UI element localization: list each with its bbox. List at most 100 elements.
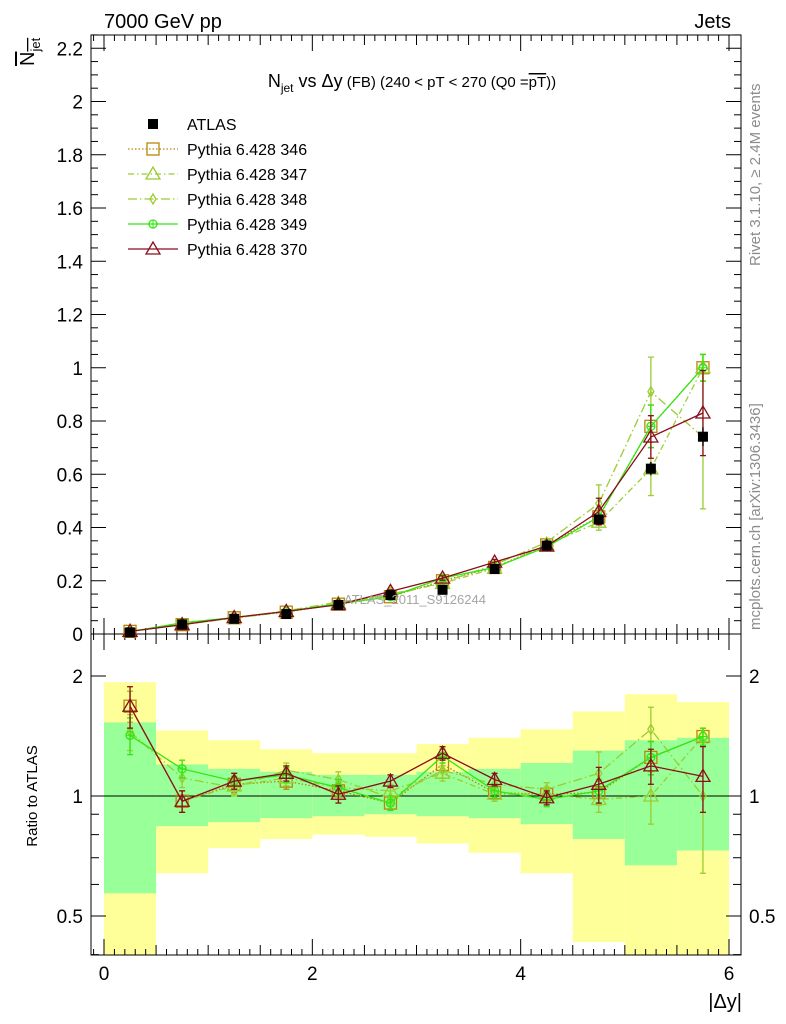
main-panel-frame: 0 0.2 0.4 0.6 0.8 1 1.2 1.4 1.6 1.8 2 2.2 — [57, 34, 742, 646]
main-series-4-marker-10 — [642, 428, 660, 443]
plot-title: Njet vs Δy (FB) (240 < pT < 270 (Q0 =pT)… — [268, 71, 556, 95]
ylabel-sub: jet — [28, 37, 43, 52]
atlas-point-4 — [333, 599, 344, 610]
ratio-series-4-marker-0 — [121, 697, 139, 712]
ratio-series-4-marker-6 — [434, 744, 451, 759]
ratio-series-4-marker-5 — [382, 772, 399, 787]
ratio-series-3-marker-0 — [125, 730, 135, 740]
x-tick-label-2: 4 — [515, 964, 526, 985]
ratio-series-3-marker-1 — [177, 764, 187, 774]
ratio-ytick-label-right-1: 1 — [749, 787, 760, 808]
ratio-series-4-marker-3 — [278, 765, 295, 779]
main-ytick-label-11: 2.2 — [57, 39, 83, 60]
main-series-4-line — [129, 412, 704, 632]
title-n: N — [268, 71, 281, 91]
ratio-frame — [90, 633, 742, 956]
atlas-point-3 — [281, 609, 292, 620]
ratio-series-2-line — [129, 728, 704, 799]
legend-marker-4 — [144, 240, 162, 255]
ratio-series-4-line — [129, 705, 704, 803]
title-overline: pT — [529, 74, 547, 91]
header-process: Jets — [694, 11, 731, 33]
title-n-sub: jet — [280, 81, 294, 95]
x-axis-label: |Δy| — [708, 991, 742, 1013]
title-fb: (FB) — [343, 74, 376, 91]
atlas-point-9 — [593, 514, 604, 525]
ratio-series-4-marker-8 — [538, 789, 555, 804]
ratio-ytick-label-right-2: 2 — [749, 667, 760, 688]
legend-label-3: Pythia 6.428 349 — [187, 217, 307, 234]
ratio-series-3-marker-11 — [698, 731, 708, 742]
title-close: )) — [546, 74, 556, 91]
ratio-series-2-marker-6 — [438, 764, 447, 777]
header-energy: 7000 GeV pp — [104, 11, 222, 33]
ratio-panel-series — [121, 686, 712, 874]
atlas-point-10 — [645, 463, 656, 474]
legend-label-4: Pythia 6.428 370 — [187, 242, 307, 259]
legend-marker-0 — [146, 142, 160, 156]
main-ytick-label-6: 1.2 — [57, 306, 83, 327]
ratio-ytick-label-left-0: 0.5 — [57, 907, 83, 928]
atlas-point-11 — [697, 431, 708, 442]
ratio-series-1-marker-9 — [590, 791, 607, 806]
ratio-y-axis-label: Ratio to ATLAS — [24, 745, 41, 846]
ratio-series-4-marker-4 — [330, 785, 347, 800]
ratio-series-3-marker-7 — [489, 786, 500, 796]
main-y-axis-label: Njet — [17, 37, 43, 66]
x-tick-label-0: 0 — [99, 964, 110, 985]
main-ytick-label-0: 0 — [72, 625, 83, 646]
ratio-series-4-marker-2 — [226, 772, 243, 787]
main-ytick-label-8: 1.6 — [57, 199, 83, 220]
legend: ATLAS Pythia 6.428 346 Pythia 6.428 347 Pyt… — [128, 117, 307, 259]
title-y: y — [334, 71, 343, 91]
mcplots-label: mcplots.cern.ch [arXiv:1306.3436] — [747, 403, 764, 630]
atlas-point-7 — [489, 564, 500, 575]
main-ytick-label-9: 1.8 — [57, 146, 83, 167]
ratio-series-4-marker-1 — [173, 792, 191, 807]
atlas-point-1 — [177, 619, 188, 630]
main-ytick-label-7: 1.4 — [57, 252, 84, 273]
title-vs: vs — [294, 71, 322, 91]
ratio-series-4-marker-10 — [642, 757, 660, 772]
ratio-series-3-marker-5 — [385, 798, 396, 808]
ratio-series-1-marker-10 — [642, 787, 660, 802]
ratio-ytick-label-left-2: 2 — [72, 667, 83, 688]
atlas-point-8 — [541, 540, 552, 551]
atlas-point-2 — [229, 613, 240, 624]
main-series-4-marker-11 — [694, 404, 712, 419]
ratio-ytick-label-left-1: 1 — [72, 787, 83, 808]
ratio-series-3-line — [129, 734, 704, 804]
main-series-4-marker-6 — [434, 569, 451, 584]
ratio-series-4-marker-7 — [486, 771, 503, 786]
legend-marker-2 — [149, 192, 157, 206]
main-ytick-label-1: 0.2 — [57, 572, 83, 593]
ratio-uncertainty-bands — [104, 682, 730, 955]
ylabel-n: N — [17, 52, 39, 66]
x-tick-label-1: 2 — [307, 964, 318, 985]
title-delta: Δ — [322, 71, 334, 91]
ratio-series-2-marker-10 — [647, 723, 655, 736]
legend-marker-1 — [144, 165, 162, 180]
legend-atlas-label: ATLAS — [187, 117, 237, 134]
ratio-ytick-label-right-0: 0.5 — [749, 907, 775, 928]
ratio-series-4-marker-11 — [694, 768, 712, 783]
main-ytick-label-4: 0.8 — [57, 412, 83, 433]
atlas-point-5 — [385, 590, 396, 601]
x-tick-label-3: 6 — [724, 964, 735, 985]
legend-atlas-marker — [148, 119, 158, 129]
legend-label-2: Pythia 6.428 348 — [187, 192, 307, 209]
atlas-point-0 — [125, 627, 136, 638]
legend-label-1: Pythia 6.428 347 — [187, 167, 307, 184]
rivet-label: Rivet 3.1.10, ≥ 2.4M events — [747, 84, 764, 267]
ratio-series-1-line — [129, 705, 704, 803]
main-ytick-label-3: 0.6 — [57, 465, 83, 486]
atlas-point-6 — [437, 584, 448, 595]
analysis-watermark: ATLAS_2011_S9126244 — [344, 592, 486, 607]
ratio-series-4-marker-9 — [590, 775, 607, 790]
main-ytick-label-5: 1 — [72, 359, 83, 380]
ratio-series-2-marker-1 — [178, 771, 186, 785]
legend-label-0: Pythia 6.428 346 — [187, 142, 307, 159]
main-series-2-marker-10 — [647, 385, 655, 398]
legend-marker-3 — [148, 219, 158, 229]
